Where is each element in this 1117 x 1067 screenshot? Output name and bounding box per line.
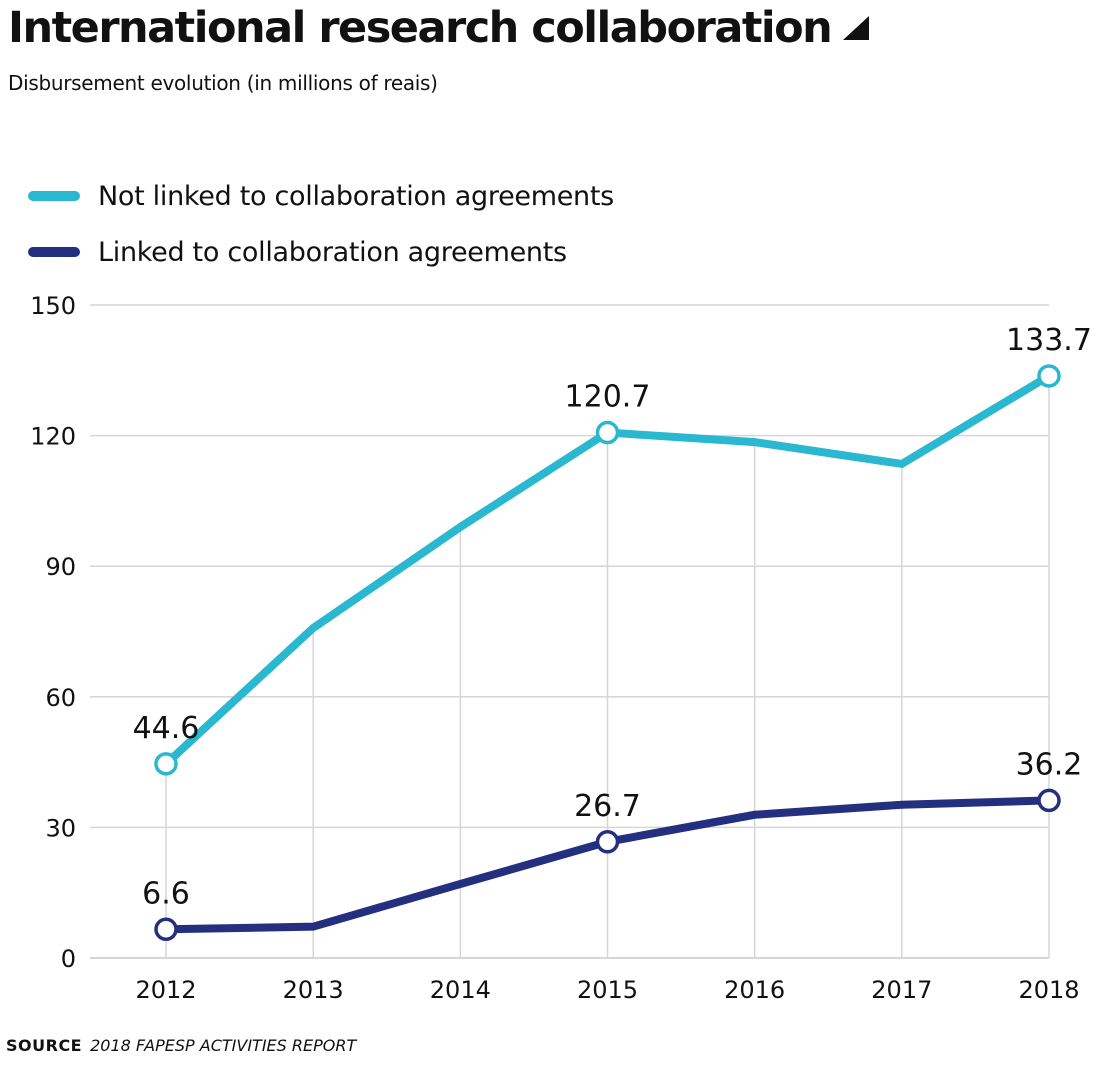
y-tick-label-30: 30 [45, 814, 76, 842]
series-points [154, 364, 1061, 942]
series-1-point-2012 [154, 917, 178, 942]
x-tick-label-2018: 2018 [1018, 976, 1079, 1004]
source-text: 2018 FAPESP ACTIVITIES REPORT [90, 1036, 357, 1055]
chart-title-text: International research collaboration [8, 3, 833, 53]
data-label-series-0-2012: 44.6 [133, 711, 200, 746]
series-0-point-2012 [154, 752, 178, 776]
data-label-series-1-2012: 6.6 [142, 876, 190, 911]
y-tick-label-150: 150 [30, 292, 76, 320]
legend-item-linked: Linked to collaboration agreements [28, 224, 614, 280]
legend-swatch-not-linked [28, 191, 80, 201]
data-label-series-0-2015: 120.7 [565, 380, 651, 415]
data-label-series-0-2018: 133.7 [1006, 323, 1092, 358]
y-tick-label-60: 60 [45, 684, 76, 712]
series-0-point-2018 [1037, 364, 1061, 388]
legend-swatch-linked [28, 247, 80, 257]
legend-label-not-linked: Not linked to collaboration agreements [98, 180, 614, 212]
y-axis-ticks: 0 30 60 90 120 150 [30, 292, 76, 973]
y-tick-label-0: 0 [61, 945, 76, 973]
legend: Not linked to collaboration agreements L… [28, 168, 614, 280]
x-tick-label-2014: 2014 [430, 976, 491, 1004]
data-labels: 44.6 120.7 133.7 6.6 26.7 36.2 [133, 323, 1092, 911]
source-note: SOURCE 2018 FAPESP ACTIVITIES REPORT [6, 1036, 356, 1055]
series-1-point-2015 [595, 830, 620, 854]
x-tick-label-2016: 2016 [724, 976, 785, 1004]
y-tick-label-90: 90 [45, 553, 76, 581]
legend-label-linked: Linked to collaboration agreements [98, 236, 567, 268]
data-label-series-1-2015: 26.7 [574, 789, 641, 824]
x-axis-ticks: 2012 2013 2014 2015 2016 2017 2018 [135, 976, 1079, 1004]
data-label-series-1-2018: 36.2 [1016, 747, 1083, 782]
chart-subtitle: Disbursement evolution (in millions of r… [8, 71, 438, 95]
x-tick-label-2012: 2012 [135, 976, 196, 1004]
legend-item-not-linked: Not linked to collaboration agreements [28, 168, 614, 224]
source-label: SOURCE [6, 1036, 83, 1055]
corner-triangle-icon [843, 16, 870, 40]
x-tick-label-2017: 2017 [871, 976, 932, 1004]
x-tick-label-2013: 2013 [283, 976, 344, 1004]
series-0-point-2015 [595, 420, 620, 445]
chart-title: International research collaboration [8, 0, 870, 56]
y-tick-label-120: 120 [30, 423, 76, 451]
series-1-point-2018 [1037, 788, 1061, 813]
x-tick-label-2015: 2015 [577, 976, 638, 1004]
